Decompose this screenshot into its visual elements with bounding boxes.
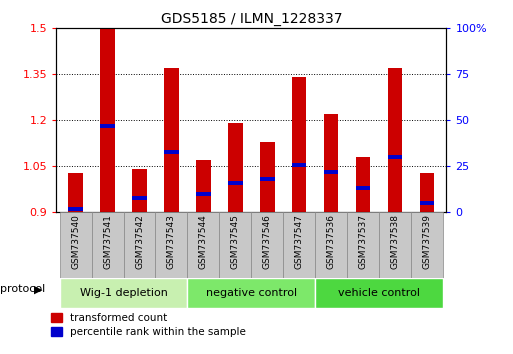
Bar <box>324 114 339 212</box>
Bar <box>388 155 402 159</box>
Bar <box>60 278 187 308</box>
Bar <box>124 212 155 278</box>
Bar <box>347 212 379 278</box>
Text: ▶: ▶ <box>34 284 43 295</box>
Title: GDS5185 / ILMN_1228337: GDS5185 / ILMN_1228337 <box>161 12 342 26</box>
Bar <box>292 78 306 212</box>
Text: GSM737537: GSM737537 <box>359 215 368 269</box>
Text: GSM737546: GSM737546 <box>263 215 272 269</box>
Bar <box>196 192 211 196</box>
Text: GSM737544: GSM737544 <box>199 215 208 269</box>
Bar <box>132 196 147 200</box>
Bar <box>292 162 306 166</box>
Text: GSM737545: GSM737545 <box>231 215 240 269</box>
Bar <box>356 157 370 212</box>
Text: GSM737541: GSM737541 <box>103 215 112 269</box>
Bar <box>101 124 115 128</box>
Text: GSM737538: GSM737538 <box>391 215 400 269</box>
Bar <box>260 142 274 212</box>
Bar <box>251 212 283 278</box>
Bar <box>356 187 370 190</box>
Text: GSM737547: GSM737547 <box>295 215 304 269</box>
Text: GSM737543: GSM737543 <box>167 215 176 269</box>
Bar <box>187 278 315 308</box>
Legend: transformed count, percentile rank within the sample: transformed count, percentile rank withi… <box>51 313 246 337</box>
Text: GSM737539: GSM737539 <box>423 215 431 269</box>
Bar <box>388 68 402 212</box>
Bar <box>283 212 315 278</box>
Bar <box>60 212 92 278</box>
Bar <box>315 278 443 308</box>
Bar <box>379 212 411 278</box>
Bar <box>92 212 124 278</box>
Text: GSM737540: GSM737540 <box>71 215 80 269</box>
Text: protocol: protocol <box>0 284 45 295</box>
Text: GSM737542: GSM737542 <box>135 215 144 269</box>
Bar <box>315 212 347 278</box>
Bar <box>68 207 83 211</box>
Bar <box>260 177 274 181</box>
Bar <box>324 170 339 174</box>
Bar <box>420 201 435 205</box>
Bar <box>196 160 211 212</box>
Bar <box>164 68 179 212</box>
Bar <box>228 124 243 212</box>
Bar <box>228 181 243 185</box>
Bar <box>420 172 435 212</box>
Text: negative control: negative control <box>206 288 297 298</box>
Bar <box>187 212 220 278</box>
Bar <box>411 212 443 278</box>
Bar <box>68 172 83 212</box>
Bar <box>155 212 187 278</box>
Bar <box>220 212 251 278</box>
Bar <box>132 170 147 212</box>
Bar <box>164 150 179 154</box>
Text: GSM737536: GSM737536 <box>327 215 336 269</box>
Text: vehicle control: vehicle control <box>338 288 420 298</box>
Text: Wig-1 depletion: Wig-1 depletion <box>80 288 167 298</box>
Bar <box>101 28 115 212</box>
